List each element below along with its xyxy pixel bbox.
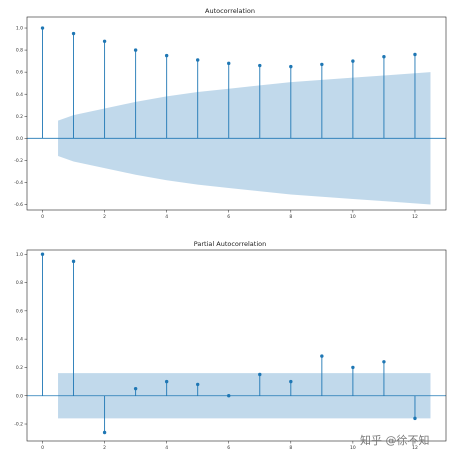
- stem-marker-lag-11: [382, 55, 386, 59]
- x-tick-label: 0: [41, 214, 44, 220]
- stem-marker-lag-4: [164, 379, 169, 384]
- y-tick-label: 0.4: [16, 92, 23, 98]
- autocorrelation-title: Autocorrelation: [205, 7, 255, 15]
- y-tick-label: 1.0: [16, 252, 23, 258]
- stem-marker-lag-2: [102, 39, 107, 43]
- y-tick-label: 0.8: [16, 280, 23, 286]
- x-tick-label: 10: [350, 445, 356, 451]
- stem-marker-lag-7: [258, 372, 262, 377]
- stem-marker-lag-12: [413, 416, 417, 421]
- y-tick-label: 0.4: [16, 337, 23, 343]
- stem-marker-lag-5: [196, 58, 200, 62]
- x-tick-label: 10: [350, 214, 356, 220]
- y-tick-label: 0.0: [16, 136, 23, 142]
- y-tick-label: -0.2: [14, 422, 23, 428]
- x-tick-label: 8: [289, 214, 292, 220]
- y-tick-label: -0.6: [14, 202, 23, 208]
- x-tick-label: 6: [227, 214, 230, 220]
- partial-autocorrelation-plot: Partial Autocorrelation 0 2 4 6 8 10 12 -0.2 0.0…: [14, 240, 447, 451]
- x-tick-label: 4: [165, 214, 168, 220]
- x-tick-label: 2: [103, 214, 106, 220]
- autocorrelation-plot: Autocorrelation 0 2 4 6 8 10 12 -0.6 -0.4 -0.2 0.0…: [14, 7, 447, 220]
- y-tick-label: 0.8: [16, 48, 23, 54]
- stem-marker-lag-0: [40, 26, 45, 30]
- stem-marker-lag-9: [320, 354, 324, 358]
- x-tick-label: 8: [289, 445, 292, 451]
- stem-marker-lag-3: [133, 48, 138, 52]
- stem-marker-lag-8: [289, 64, 293, 69]
- partial-autocorrelation-title: Partial Autocorrelation: [194, 240, 266, 248]
- stem-marker-lag-1: [71, 259, 76, 264]
- y-tick-label: 1.0: [16, 26, 23, 32]
- stem-marker-lag-10: [351, 365, 355, 370]
- stem-marker-lag-6: [227, 394, 231, 398]
- x-tick-label: 12: [412, 445, 418, 451]
- axes-frame: [26, 249, 447, 442]
- stem-marker-lag-0: [40, 252, 45, 256]
- x-tick-label: 4: [165, 445, 168, 451]
- y-tick-label: -0.2: [14, 158, 23, 164]
- stem-marker-lag-5: [196, 382, 200, 387]
- watermark: 知乎 @徐不知: [360, 434, 430, 447]
- stem-marker-lag-3: [133, 386, 138, 391]
- x-tick-label: 0: [41, 445, 44, 451]
- x-tick-label: 2: [103, 445, 106, 451]
- y-tick-label: 0.6: [16, 308, 23, 314]
- y-tick-label: -0.4: [14, 180, 23, 186]
- stem-marker-lag-8: [289, 379, 293, 384]
- stem-marker-lag-4: [164, 53, 169, 58]
- y-tick-label: 0.2: [16, 114, 23, 120]
- stem-marker-lag-10: [351, 59, 355, 63]
- stem-marker-lag-9: [320, 62, 324, 67]
- stem-marker-lag-11: [382, 360, 386, 364]
- stem-marker-lag-2: [102, 430, 107, 435]
- axes-frame: [26, 16, 447, 211]
- y-tick-label: 0.0: [16, 393, 23, 399]
- y-tick-label: 0.6: [16, 70, 23, 76]
- stem-marker-lag-7: [258, 63, 262, 68]
- y-tick-label: 0.2: [16, 365, 23, 371]
- x-tick-label: 6: [227, 445, 230, 451]
- stem-marker-lag-1: [71, 31, 76, 36]
- stem-marker-lag-6: [227, 61, 231, 66]
- stem-marker-lag-12: [413, 52, 417, 57]
- x-tick-label: 12: [412, 214, 418, 220]
